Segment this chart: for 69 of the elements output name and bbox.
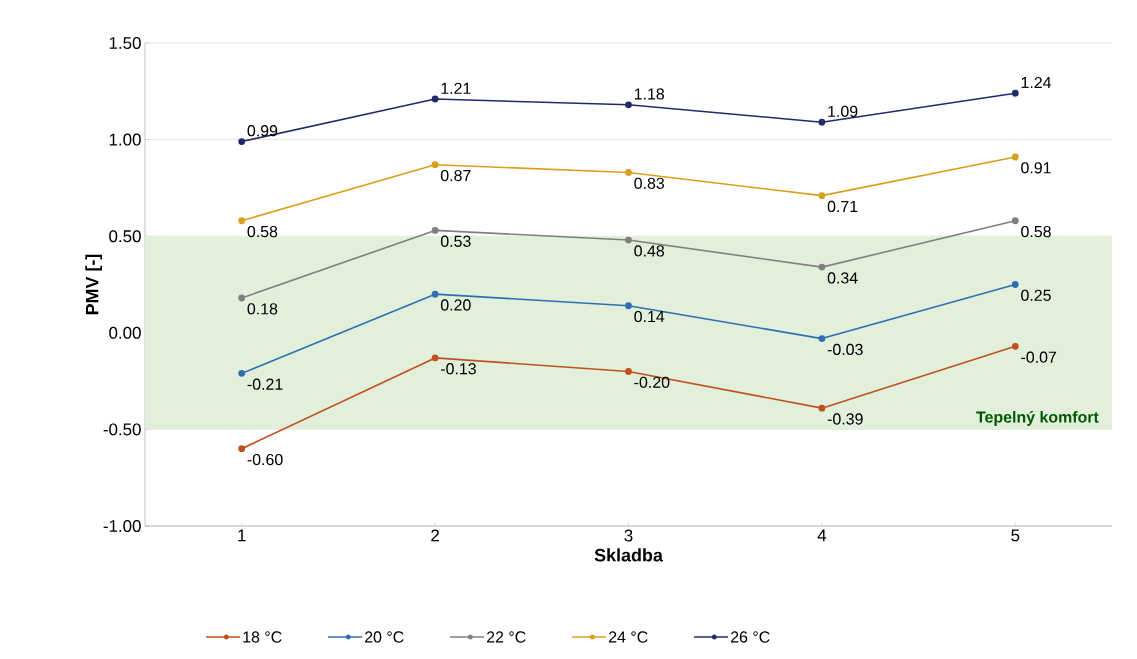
point (238, 369, 246, 377)
point (431, 290, 439, 298)
data-label: 0.53 (440, 235, 471, 247)
point (431, 227, 439, 234)
y-tick-label: 0.50 (109, 230, 141, 243)
point (238, 217, 246, 225)
data-label: -0.07 (1021, 351, 1057, 363)
point (818, 404, 826, 412)
x-tick-label: 2 (431, 529, 439, 542)
data-label: 1.24 (1021, 76, 1052, 89)
point (1011, 217, 1019, 225)
x-tick-label: 5 (1011, 529, 1020, 542)
data-label: -0.21 (247, 378, 283, 390)
legend-label: 22 °C (487, 631, 526, 643)
data-label: 1.09 (828, 105, 858, 118)
data-label: 0.91 (1021, 162, 1051, 174)
point (1011, 153, 1019, 161)
point (1011, 89, 1019, 97)
y-tick-label: -1.00 (103, 520, 141, 532)
x-tick-label: 4 (817, 529, 827, 542)
data-label: 0.71 (827, 200, 858, 213)
point (625, 169, 632, 176)
data-label: -0.13 (441, 363, 476, 375)
point (818, 118, 826, 126)
point (1011, 342, 1019, 350)
data-label: 0.48 (634, 245, 665, 257)
data-label: 0.83 (634, 177, 665, 189)
point (431, 354, 439, 362)
data-label: 0.87 (440, 169, 471, 182)
data-label: 0.58 (247, 225, 278, 238)
y-tick-label: 1.00 (109, 133, 141, 146)
data-label: -0.20 (634, 376, 670, 388)
data-label: 1.18 (634, 88, 665, 100)
point (625, 302, 632, 310)
point (625, 236, 632, 244)
legend-label: 24 °C (609, 631, 648, 643)
x-tick-label: 1 (238, 529, 246, 542)
data-label: -0.39 (827, 413, 863, 425)
y-tick-label: -0.50 (103, 423, 141, 436)
point (1011, 281, 1019, 288)
band-label: Tepelný komfort (976, 410, 1099, 426)
legend-label: 20 °C (365, 631, 404, 643)
point (818, 192, 826, 200)
data-label: 0.25 (1021, 289, 1051, 301)
legend-label: 26 °C (731, 631, 770, 643)
point (625, 368, 632, 375)
data-label: 0.14 (634, 310, 665, 323)
point (238, 138, 246, 145)
data-label: 0.34 (827, 272, 858, 284)
point (431, 95, 439, 103)
data-label: 0.20 (440, 299, 471, 311)
point (818, 263, 826, 271)
data-label: 0.58 (1021, 225, 1051, 238)
data-label: -0.03 (827, 343, 863, 356)
x-axis-title: Skladba (594, 548, 664, 562)
point (818, 335, 826, 342)
point (431, 161, 439, 169)
data-label: 1.21 (441, 82, 471, 94)
point (238, 294, 246, 302)
y-tick-label: 0.00 (109, 326, 141, 339)
point (238, 445, 246, 453)
x-tick-label: 3 (624, 529, 633, 542)
data-label: -0.60 (247, 453, 283, 466)
y-tick-label: 1.50 (109, 37, 141, 49)
point (625, 101, 632, 109)
data-label: 0.18 (247, 303, 278, 315)
data-label: 0.99 (247, 125, 278, 137)
y-axis-title: PMV [-] (85, 254, 103, 315)
legend-label: 18 °C (243, 631, 282, 643)
